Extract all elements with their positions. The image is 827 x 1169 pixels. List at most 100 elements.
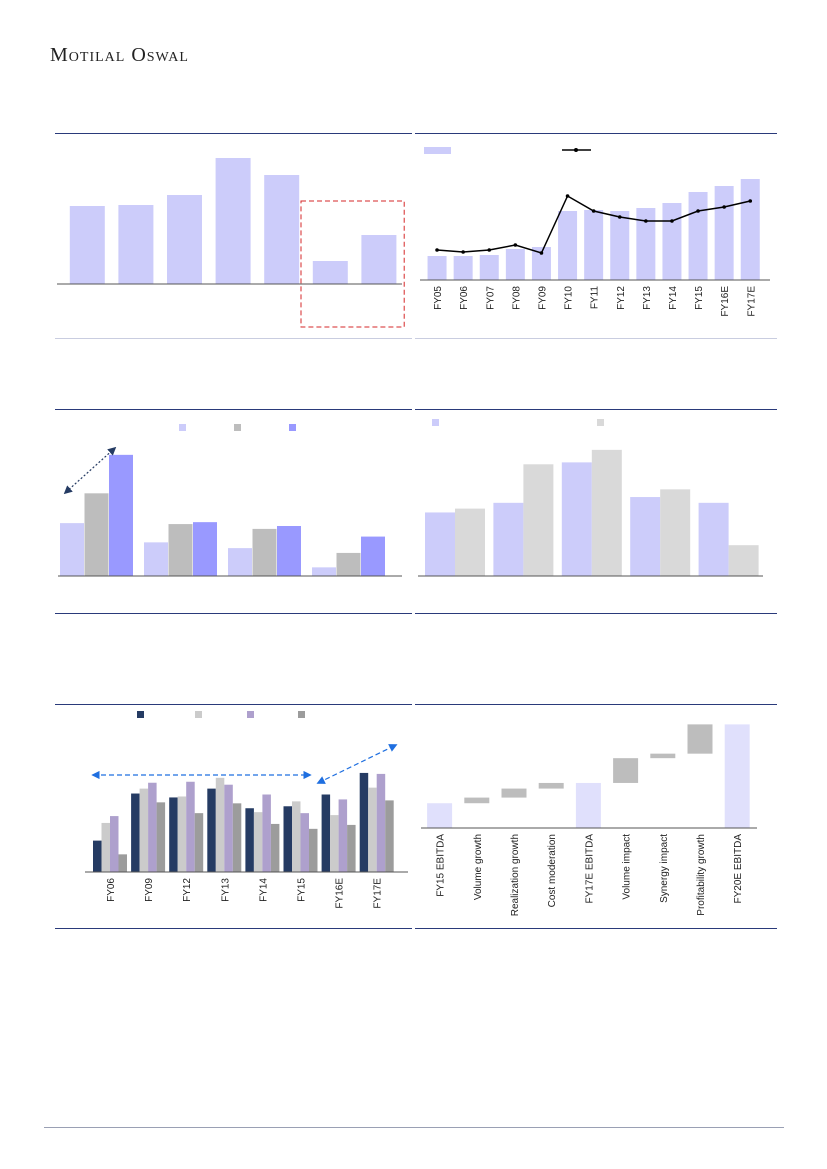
bar (253, 812, 263, 872)
bar (361, 235, 397, 284)
bar (177, 796, 187, 872)
bar (427, 256, 447, 280)
bar (168, 524, 193, 576)
line-point (539, 251, 544, 255)
bar (740, 179, 760, 280)
line-point (591, 209, 596, 213)
bar (688, 192, 708, 280)
bar (252, 528, 277, 576)
panel-bottom-rule (55, 338, 412, 339)
bar (455, 508, 485, 576)
bar (262, 794, 271, 872)
legend-swatch (298, 711, 305, 718)
bar (636, 208, 656, 280)
bar (558, 211, 578, 280)
bar (479, 255, 499, 280)
bar (610, 211, 630, 280)
line-point (722, 205, 726, 209)
bar (309, 828, 318, 872)
bar (93, 840, 102, 872)
chart-5: FY06 FY09 FY12 FY13 FY14 FY15 FY16E FY17E (85, 711, 408, 909)
x-tick-label: Profitability growth (696, 834, 707, 916)
x-tick-label: FY09 (144, 878, 155, 902)
panel-top-rule (415, 409, 777, 410)
line-point (487, 248, 492, 252)
waterfall-bar (538, 782, 564, 789)
bar (312, 567, 336, 576)
legend-swatch (195, 711, 202, 718)
panel-bottom-rule (55, 928, 412, 929)
legend-swatch (247, 711, 254, 718)
line-point (461, 250, 465, 254)
bar (368, 787, 377, 872)
panel-top-rule (55, 704, 412, 705)
bar (336, 552, 361, 576)
bar (660, 489, 691, 576)
bar (283, 806, 292, 872)
bar (561, 462, 592, 576)
panel-top-rule (55, 409, 412, 410)
bar (148, 782, 157, 872)
bar (300, 813, 309, 872)
legend-swatch (179, 424, 186, 431)
growth-arrow (316, 744, 398, 784)
bar (277, 526, 301, 576)
bar (591, 449, 622, 576)
x-tick-label: FY15 (297, 878, 308, 902)
highlight-box (300, 200, 405, 328)
line-point (696, 209, 700, 213)
chart-2: FY05 FY06 FY07 FY08 FY09 FY10 FY11 FY12 FY13 FY14… (420, 147, 770, 317)
x-tick-label: FY14 (258, 878, 269, 902)
x-tick-label: Synergy impact (659, 834, 670, 903)
waterfall-bar (687, 724, 713, 754)
line-point (748, 199, 753, 203)
bar (361, 536, 385, 576)
x-tick-label: FY07 (485, 286, 496, 310)
bar (523, 464, 554, 576)
chart-3 (58, 424, 402, 577)
brand-logo: Motilal Oswal (50, 44, 189, 66)
bar (338, 799, 348, 872)
panel-top-rule (415, 704, 777, 705)
bar (270, 823, 280, 872)
footer-rule (44, 1127, 784, 1128)
x-tick-label: FY16E (720, 286, 731, 317)
x-tick-label: Volume growth (473, 834, 484, 900)
bar (662, 203, 682, 280)
panel-bottom-rule (415, 613, 777, 614)
bar (245, 808, 254, 872)
bar (207, 788, 216, 872)
x-tick-label: FY09 (537, 286, 548, 310)
bar (139, 788, 149, 872)
waterfall-bar (427, 803, 453, 828)
panel-bottom-rule (415, 928, 777, 929)
chart-6: FY15 EBITDA Volume growth Realization grow… (421, 724, 757, 916)
x-tick-label: FY12 (182, 878, 193, 902)
waterfall-bar (464, 797, 490, 804)
bar (194, 813, 204, 872)
x-tick-label: FY16E (335, 878, 346, 909)
x-tick-label: FY08 (511, 286, 522, 310)
x-tick-label: FY15 EBITDA (436, 834, 447, 897)
line-point (670, 219, 674, 223)
growth-arrow (63, 446, 117, 495)
bar (232, 803, 242, 872)
x-tick-label: FY17E EBITDA (584, 834, 595, 904)
line-point (513, 243, 518, 247)
bar (728, 545, 759, 576)
bar (359, 772, 369, 872)
waterfall-bar (613, 758, 639, 783)
bar (453, 256, 473, 280)
x-tick-label: FY13 (642, 286, 653, 310)
bar (69, 206, 105, 284)
line-point (435, 248, 439, 252)
legend-marker (574, 148, 578, 152)
panel-top-rule (415, 133, 777, 134)
bar (110, 816, 119, 872)
line-point (644, 219, 648, 223)
x-tick-label: FY11 (590, 286, 601, 310)
legend-swatch-bar (424, 147, 451, 154)
bar (698, 502, 729, 576)
waterfall-bar (724, 724, 750, 828)
bar (109, 454, 133, 576)
